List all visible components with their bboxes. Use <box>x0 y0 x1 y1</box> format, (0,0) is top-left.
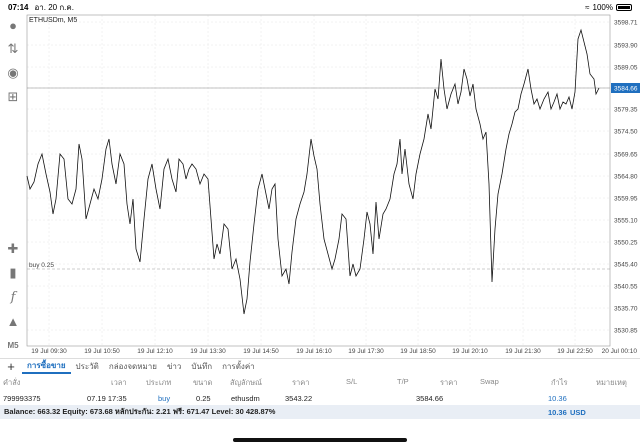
time-tick-label: 19 Jul 14:50 <box>243 348 279 355</box>
price-tick-label: 3569.65 <box>614 152 638 159</box>
order-open-price: 3543.22 <box>285 394 313 403</box>
col-tp[interactable]: T/P <box>397 377 409 386</box>
current-price-label: 3584.66 <box>614 86 638 93</box>
person-icon[interactable]: ● <box>9 17 17 33</box>
price-series-line <box>26 28 600 315</box>
time-tick-label: 19 Jul 09:30 <box>31 348 67 355</box>
price-tick-label: 3593.90 <box>614 43 638 50</box>
current-price-badge <box>611 83 640 93</box>
time-axis: 19 Jul 09:30 19 Jul 10:50 19 Jul 12:10 19 J… <box>31 348 637 355</box>
status-date: อา. 20 ก.ค. <box>34 2 74 12</box>
order-size: 0.25 <box>196 394 211 403</box>
status-right: ≈ 100% <box>585 3 632 12</box>
tab-mailbox[interactable]: กล่องจดหมาย <box>108 362 157 371</box>
trade-icon[interactable]: ⇅ <box>7 41 19 56</box>
function-icon[interactable]: f <box>10 289 16 305</box>
chat-icon[interactable]: ◉ <box>7 65 19 80</box>
objects-icon[interactable]: ▲ <box>6 313 20 329</box>
indicators-icon[interactable]: ▮ <box>9 265 17 280</box>
price-tick-label: 3589.05 <box>614 65 638 72</box>
time-tick-label: 19 Jul 12:10 <box>137 348 173 355</box>
chart-toolbar: ● ⇅ ◉ ⊞ ✚ ▮ f ▲ M5 <box>0 14 26 354</box>
price-chart[interactable]: ETHUSDm, M5 buy 0.25 3598.71 3593.90 3589.… <box>26 14 640 356</box>
tab-settings[interactable]: การตั้งค่า <box>222 362 255 371</box>
col-symbol[interactable]: สัญลักษณ์ <box>230 378 263 387</box>
tab-news[interactable]: ข่าว <box>166 362 182 371</box>
order-time: 07.19 17:35 <box>87 394 127 403</box>
col-profit[interactable]: กำไร <box>551 378 568 387</box>
col-comment[interactable]: หมายเหตุ <box>596 378 627 387</box>
wifi-icon: ≈ <box>585 2 590 12</box>
time-tick-label: 19 Jul 22:50 <box>557 348 593 355</box>
order-symbol: ethusdm <box>231 394 260 403</box>
price-tick-label: 3535.70 <box>614 306 638 313</box>
tab-journal[interactable]: บันทึก <box>191 362 213 371</box>
col-swap[interactable]: Swap <box>480 377 499 386</box>
price-tick-label: 3545.40 <box>614 262 638 269</box>
price-tick-label: 3574.50 <box>614 129 638 136</box>
time-tick-label: 19 Jul 18:50 <box>400 348 436 355</box>
price-tick-label: 3564.80 <box>614 174 638 181</box>
buy-order-label: buy 0.25 <box>29 262 54 269</box>
tab-trade[interactable]: การซื้อขาย <box>22 359 71 374</box>
chart-frame <box>26 14 611 347</box>
price-tick-label: 3540.55 <box>614 284 638 291</box>
total-profit: 10.36 <box>548 407 567 417</box>
col-open-price[interactable]: ราคา <box>292 378 310 387</box>
col-sl[interactable]: S/L <box>346 377 358 386</box>
order-id: 799993375 <box>3 394 41 403</box>
price-tick-label: 3598.71 <box>614 20 638 27</box>
add-icon[interactable]: + <box>7 359 15 374</box>
order-current-price: 3584.66 <box>416 394 444 403</box>
time-tick-label: 19 Jul 21:30 <box>505 348 541 355</box>
price-tick-label: 3555.10 <box>614 218 638 225</box>
add-document-icon[interactable]: ⊞ <box>7 89 19 104</box>
battery-percent: 100% <box>592 2 613 12</box>
price-axis: 3598.71 3593.90 3589.05 3579.35 3574.50 3569.… <box>614 20 638 335</box>
order-type: buy <box>158 394 171 403</box>
balance-row: Balance: 663.32 Equity: 673.68 หลักประกั… <box>0 405 640 419</box>
account-currency: USD <box>570 407 586 417</box>
col-type[interactable]: ประเภท <box>146 378 172 387</box>
time-tick-label: 19 Jul 20:10 <box>452 348 488 355</box>
time-tick-label: 19 Jul 16:10 <box>296 348 332 355</box>
col-order[interactable]: คำสั่ง <box>3 378 21 387</box>
time-tick-label: 19 Jul 17:30 <box>348 348 384 355</box>
order-profit: 10.36 <box>548 394 567 403</box>
col-price[interactable]: ราคา <box>440 378 458 387</box>
balance-summary: Balance: 663.32 Equity: 673.68 หลักประกั… <box>4 407 276 416</box>
price-tick-label: 3530.85 <box>614 328 638 335</box>
timeframe-button[interactable]: M5 <box>7 340 19 350</box>
price-tick-label: 3559.95 <box>614 196 638 203</box>
time-tick-label: 19 Jul 10:50 <box>84 348 120 355</box>
chart-canvas[interactable]: ETHUSDm, M5 buy 0.25 3598.71 3593.90 3589.… <box>26 14 640 356</box>
symbol-label: ETHUSDm, M5 <box>29 17 77 24</box>
crosshair-icon[interactable]: ✚ <box>7 241 19 256</box>
status-time: 07:14 <box>8 2 29 12</box>
time-tick-label: 20 Jul 00:10 <box>602 348 638 355</box>
time-tick-label: 19 Jul 13:30 <box>190 348 226 355</box>
price-tick-label: 3579.35 <box>614 107 638 114</box>
battery-icon <box>616 3 632 11</box>
col-size[interactable]: ขนาด <box>193 378 213 387</box>
terminal-tabs: + การซื้อขาย ประวัติ กล่องจดหมาย ข่าว บั… <box>0 358 640 374</box>
col-time[interactable]: เวลา <box>111 378 127 387</box>
chart-grid <box>27 15 610 346</box>
status-bar: 07:14 อา. 20 ก.ค. ≈ 100% <box>0 0 640 14</box>
price-tick-label: 3550.25 <box>614 240 638 247</box>
tab-history[interactable]: ประวัติ <box>75 362 99 371</box>
home-indicator <box>233 438 407 442</box>
